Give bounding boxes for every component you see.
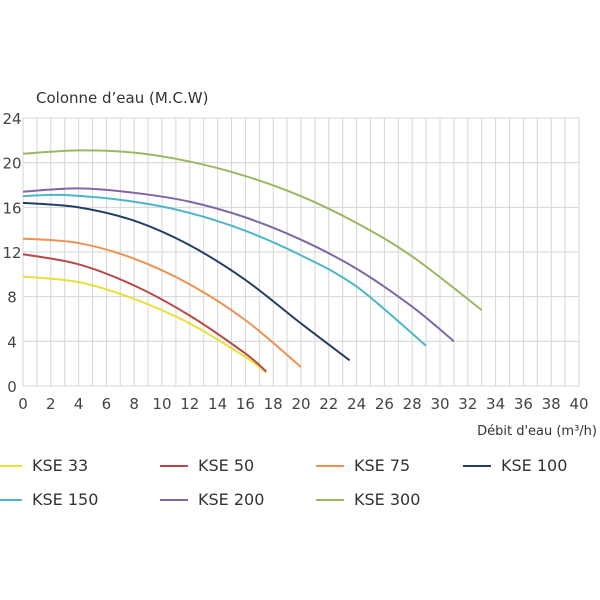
x-tick-label: 14 bbox=[208, 395, 227, 413]
y-tick-label: 0 bbox=[7, 378, 17, 396]
series-line-kse-300 bbox=[22, 149, 483, 311]
legend-item: KSE 100 bbox=[463, 456, 567, 475]
y-axis-label: Colonne d’eau (M.C.W) bbox=[36, 89, 209, 107]
legend-swatch bbox=[0, 464, 22, 467]
series-line-kse-100 bbox=[22, 201, 351, 362]
y-tick-label: 8 bbox=[7, 289, 17, 307]
legend-swatch bbox=[463, 464, 491, 467]
legend-label: KSE 33 bbox=[32, 456, 89, 475]
legend-swatch bbox=[0, 498, 22, 501]
legend-swatch bbox=[316, 464, 344, 467]
legend-item: KSE 33 bbox=[0, 456, 88, 475]
x-tick-label: 16 bbox=[236, 395, 255, 413]
x-tick-label: 12 bbox=[180, 395, 199, 413]
series-line-kse-75 bbox=[22, 237, 302, 368]
y-tick-label: 16 bbox=[2, 199, 21, 217]
legend-label: KSE 50 bbox=[198, 456, 255, 475]
legend-label: KSE 300 bbox=[354, 490, 421, 509]
x-tick-label: 28 bbox=[403, 395, 422, 413]
series-line-kse-200 bbox=[22, 187, 455, 343]
x-tick-label: 10 bbox=[152, 395, 171, 413]
legend-label: KSE 100 bbox=[501, 456, 568, 475]
x-tick-label: 38 bbox=[542, 395, 561, 413]
x-tick-label: 24 bbox=[347, 395, 366, 413]
legend-swatch bbox=[160, 464, 188, 467]
series-lines bbox=[22, 149, 483, 374]
x-tick-label: 6 bbox=[102, 395, 112, 413]
x-tick-label: 4 bbox=[74, 395, 84, 413]
legend-label: KSE 150 bbox=[32, 490, 99, 509]
x-tick-label: 30 bbox=[430, 395, 449, 413]
series-line-kse-50 bbox=[22, 253, 267, 373]
x-axis-label: Débit d'eau (m³/h) bbox=[477, 424, 597, 439]
legend-item: KSE 200 bbox=[160, 490, 264, 509]
grid bbox=[22, 117, 580, 387]
y-tick-label: 4 bbox=[7, 333, 17, 351]
legend-item: KSE 75 bbox=[316, 456, 410, 475]
x-tick-label: 18 bbox=[264, 395, 283, 413]
x-tick-label: 36 bbox=[514, 395, 533, 413]
x-tick-label: 0 bbox=[18, 395, 28, 413]
x-tick-label: 34 bbox=[486, 395, 505, 413]
legend-item: KSE 50 bbox=[160, 456, 254, 475]
x-tick-label: 22 bbox=[319, 395, 338, 413]
legend-item: KSE 300 bbox=[316, 490, 420, 509]
legend-item: KSE 150 bbox=[0, 490, 98, 509]
x-tick-label: 20 bbox=[291, 395, 310, 413]
x-tick-label: 40 bbox=[569, 395, 588, 413]
y-axis-ticks: 0 4 8 12 16 20 24 bbox=[2, 110, 21, 396]
series-line-kse-33 bbox=[22, 275, 267, 374]
x-axis-ticks: 0 2 4 6 8 10 12 14 16 18 20 22 24 26 28 30 32 34 36 38 40 bbox=[18, 395, 588, 413]
series-line-kse-150 bbox=[22, 193, 427, 347]
legend-label: KSE 200 bbox=[198, 490, 265, 509]
legend-label: KSE 75 bbox=[354, 456, 411, 475]
x-tick-label: 26 bbox=[375, 395, 394, 413]
y-tick-label: 20 bbox=[2, 155, 21, 173]
x-tick-label: 32 bbox=[458, 395, 477, 413]
legend-swatch bbox=[160, 498, 188, 501]
x-tick-label: 2 bbox=[46, 395, 56, 413]
y-tick-label: 12 bbox=[2, 244, 21, 262]
y-tick-label: 24 bbox=[2, 110, 21, 128]
legend-swatch bbox=[316, 498, 344, 501]
x-tick-label: 8 bbox=[129, 395, 139, 413]
